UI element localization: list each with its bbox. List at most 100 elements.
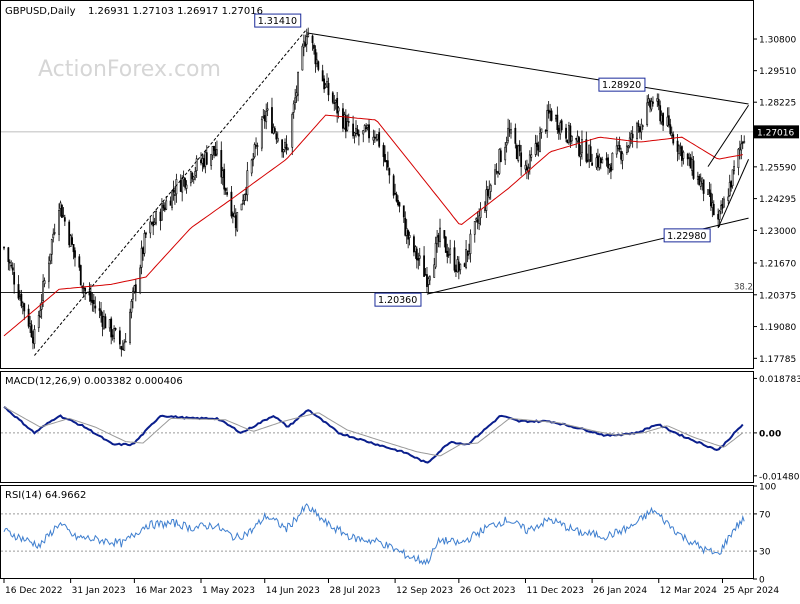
candle-body [184,178,186,188]
candle-body [246,170,249,196]
candle-body [550,110,553,121]
candle-body [153,221,156,225]
candle-body [515,145,518,159]
candle-body [61,204,63,218]
candle-body [738,147,741,151]
candle-body [385,160,388,163]
candle-body [185,184,188,189]
candle-body [375,137,378,140]
grid-layer [1,131,753,552]
x-axis-label: 26 Jan 2024 [593,586,647,596]
candle-body [260,118,263,149]
x-axis-label: 12 Sep 2023 [396,586,453,596]
candle-body [265,111,268,123]
candle-body [647,98,650,103]
candle-body [540,128,543,133]
price-axis-label: 1.30800 [759,36,796,46]
candle-body [601,159,604,164]
candle-body [287,147,289,150]
candle-body [39,310,42,317]
candle-body [271,107,273,134]
candle-body [8,261,11,264]
candle-body [537,144,540,151]
candle-body [363,125,366,133]
price-label-1-22980: 1.22980 [667,231,706,242]
candle-body [443,230,446,239]
candle-body [281,139,284,153]
axis-layer: 1.308001.295101.282251.269351.255901.242… [3,36,800,596]
candle-body [120,346,123,350]
candle-body [701,177,704,184]
candle-body [43,280,46,285]
candle-body [534,143,537,155]
candle-body [171,190,173,208]
candle-body [323,78,326,90]
price-label-box [663,228,711,243]
candle-body [598,156,601,168]
candle-body [205,152,208,165]
candle-body [204,152,207,167]
candle-body [213,145,215,151]
candle-body [707,189,709,195]
candle-body [159,211,162,222]
candle-body [670,132,673,136]
candle-body [497,172,499,174]
candle-body [37,314,40,329]
price-axis-label: 1.29510 [759,67,796,77]
candle-body [727,196,730,201]
candle-body [394,192,397,195]
macd-axis-label: 0.00 [759,429,781,439]
candle-body [620,151,622,160]
candle-body [630,133,633,141]
candle-body [174,194,176,196]
candle-body [691,159,693,171]
price-axis-label: 1.25590 [759,163,796,173]
candle-body [160,203,163,221]
candle-body [189,171,192,184]
candle-body [591,162,594,166]
candle-body [253,144,256,158]
candle-body [530,154,533,158]
price-panel[interactable] [0,0,754,369]
candle-body [223,168,226,190]
candle-body [662,113,664,126]
candle-body [201,158,204,164]
candle-body [627,145,630,148]
candle-body [439,227,441,243]
candle-body [49,253,52,262]
price-label-box [598,77,646,92]
candle-body [210,153,213,166]
candle-body [433,264,436,278]
price-label-box [254,13,302,28]
candle-body [669,124,672,134]
candle-body [214,149,217,156]
candle-body [402,205,405,218]
candle-body [546,110,549,131]
candle-body [152,221,155,227]
candle-body [518,144,521,152]
rsi-panel[interactable] [0,485,754,579]
macd-panel[interactable] [0,371,754,483]
candle-body [74,250,76,258]
candle-body [331,92,334,103]
candle-body [605,158,608,161]
candle-body [373,136,376,139]
candle-body [336,97,339,114]
rsi-axis-label: 0 [759,576,765,586]
candle-body [313,44,315,49]
price-axis-label: 1.20375 [759,291,796,301]
candle-body [321,70,324,82]
candle-body [302,40,305,48]
candle-body [408,235,411,238]
candle-body [556,114,559,131]
candle-body [459,263,462,271]
candle-body [579,153,582,158]
candle-body [384,154,386,162]
candle-body [231,213,234,217]
candle-body [712,204,715,216]
candle-body [84,287,87,292]
candle-body [581,139,583,154]
candle-body [417,258,420,261]
candle-body [365,127,368,129]
candle-body [588,144,591,161]
